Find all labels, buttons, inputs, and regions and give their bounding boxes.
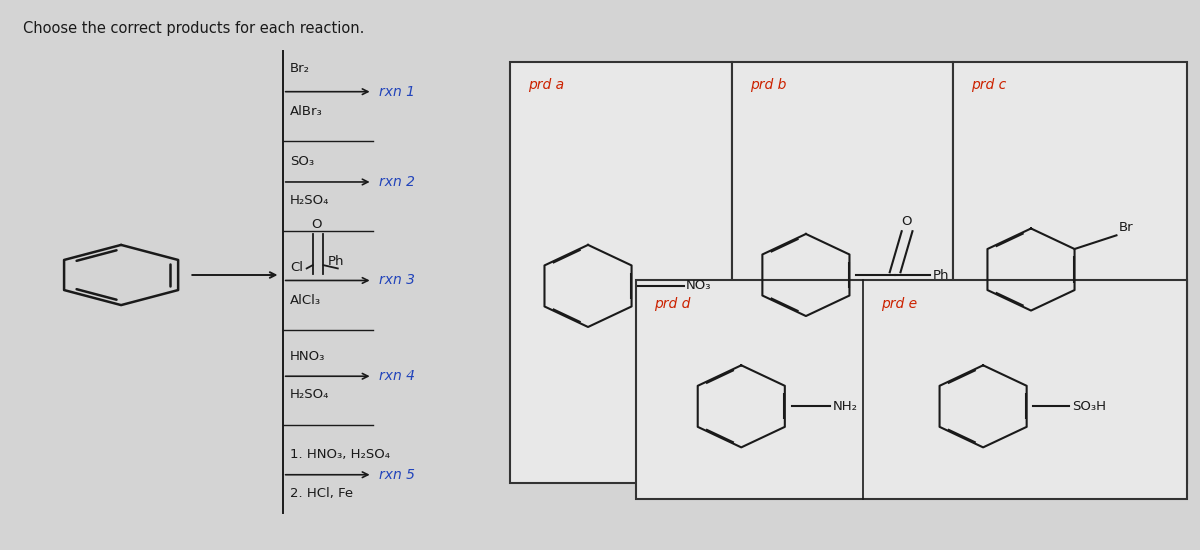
Text: AlBr₃: AlBr₃: [290, 106, 323, 118]
Text: SO₃: SO₃: [290, 155, 314, 168]
Text: prd d: prd d: [654, 297, 690, 311]
Bar: [953, 62, 1187, 483]
Text: H₂SO₄: H₂SO₄: [290, 388, 329, 401]
Text: O: O: [311, 218, 322, 231]
Text: rxn 4: rxn 4: [378, 369, 414, 383]
Text: rxn 1: rxn 1: [378, 85, 414, 98]
Text: NO₃: NO₃: [686, 279, 712, 293]
Text: rxn 2: rxn 2: [378, 175, 414, 189]
Text: prd a: prd a: [528, 78, 564, 92]
Bar: [732, 62, 953, 483]
Text: 2. HCl, Fe: 2. HCl, Fe: [290, 487, 353, 500]
Text: O: O: [901, 216, 912, 228]
Text: prd c: prd c: [971, 78, 1007, 92]
Text: H₂SO₄: H₂SO₄: [290, 194, 329, 207]
Text: HNO₃: HNO₃: [290, 350, 325, 362]
Text: rxn 5: rxn 5: [378, 468, 414, 482]
Text: NH₂: NH₂: [833, 400, 857, 413]
Bar: [510, 62, 732, 483]
Text: Ph: Ph: [329, 255, 344, 268]
Text: Choose the correct products for each reaction.: Choose the correct products for each rea…: [23, 20, 365, 36]
Text: Cl: Cl: [290, 261, 302, 274]
Text: rxn 3: rxn 3: [378, 273, 414, 288]
Text: Br₂: Br₂: [290, 62, 310, 75]
Text: 1. HNO₃, H₂SO₄: 1. HNO₃, H₂SO₄: [290, 448, 390, 461]
Text: prd e: prd e: [881, 297, 918, 311]
Text: Br: Br: [1118, 221, 1134, 234]
Text: Ph: Ph: [932, 268, 949, 282]
Text: SO₃H: SO₃H: [1072, 400, 1105, 413]
Text: prd b: prd b: [750, 78, 786, 92]
Bar: [636, 280, 1187, 499]
Text: AlCl₃: AlCl₃: [290, 294, 322, 307]
